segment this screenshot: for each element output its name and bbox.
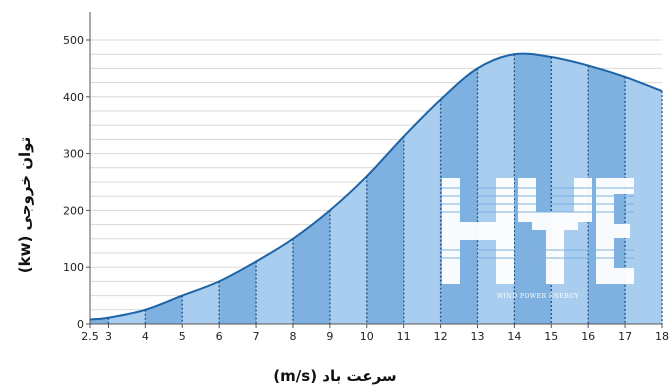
x-tick-label: 15 [544, 330, 558, 343]
area-fill-bands [90, 53, 662, 324]
area-band [403, 53, 441, 324]
y-axis-label: توان خروجی (kw) [16, 137, 34, 273]
x-tick-label: 9 [326, 330, 333, 343]
x-tick-label: 3 [105, 330, 112, 343]
x-tick-label: 18 [655, 330, 669, 343]
area-band [329, 53, 367, 324]
y-tick-label: 100 [63, 261, 84, 274]
y-tick-label: 300 [63, 148, 84, 161]
x-tick-label: 10 [360, 330, 374, 343]
area-band [182, 53, 220, 324]
watermark-subtitle: WIND POWER ENERGY [497, 293, 580, 300]
x-tick-label: 2.5 [81, 330, 99, 343]
x-tick-label: 13 [470, 330, 484, 343]
x-tick-label: 5 [179, 330, 186, 343]
area-band [108, 53, 146, 324]
x-tick-label: 12 [434, 330, 448, 343]
x-tick-label: 7 [253, 330, 260, 343]
x-tick-label: 14 [507, 330, 521, 343]
area-band [145, 53, 183, 324]
area-band [366, 53, 404, 324]
x-tick-label: 11 [397, 330, 411, 343]
x-tick-label: 16 [581, 330, 595, 343]
y-tick-label: 500 [63, 34, 84, 47]
hye-logo-watermark: WIND POWER ENERGY [442, 178, 634, 300]
area-band [514, 53, 552, 324]
x-axis-label: سرعت باد (m/s) [273, 367, 396, 385]
area-band [219, 53, 257, 324]
x-tick-label: 6 [216, 330, 223, 343]
x-tick-labels: 2.5 3 4 5 6 7 8 9 10 11 12 13 14 15 16 17 18 [81, 324, 669, 343]
x-tick-label: 8 [289, 330, 296, 343]
y-tick-labels: 0 100 200 300 400 500 [63, 34, 90, 331]
y-tick-label: 200 [63, 204, 84, 217]
area-band [256, 53, 293, 324]
y-tick-label: 0 [77, 318, 84, 331]
area-band [292, 53, 330, 324]
x-tick-label: 4 [142, 330, 149, 343]
x-tick-label: 17 [618, 330, 632, 343]
area-band [90, 53, 109, 324]
y-tick-label: 400 [63, 91, 84, 104]
